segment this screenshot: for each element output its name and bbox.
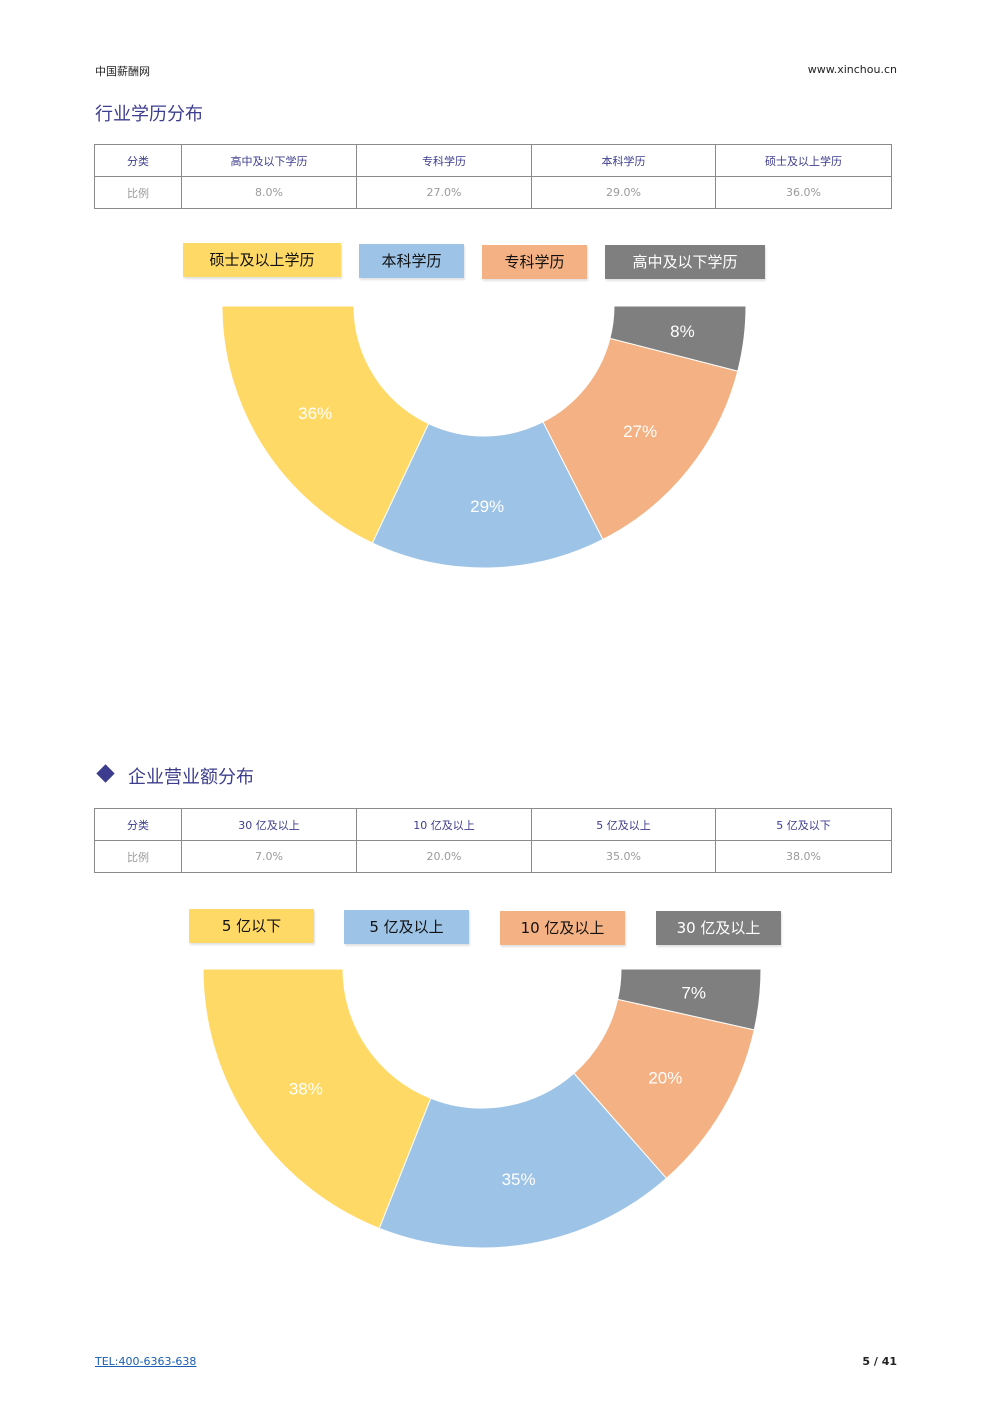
education-half-donut-chart: 36% 29% 27% 8%	[221, 305, 747, 569]
revenue-half-donut-chart: 38% 35% 20% 7%	[202, 968, 762, 1249]
legend-item: 高中及以下学历	[605, 245, 765, 279]
revenue-table: 分类 30 亿及以上 10 亿及以上 5 亿及以上 5 亿及以下 比例 7.0%…	[94, 808, 892, 873]
chart-slice	[202, 968, 432, 1230]
table-row: 比例 8.0% 27.0% 29.0% 36.0%	[94, 176, 892, 209]
table-cell: 7.0%	[181, 840, 357, 873]
table-row-label: 比例	[94, 176, 182, 209]
table-header-cell: 10 亿及以上	[356, 808, 532, 841]
legend-item: 5 亿以下	[189, 909, 314, 943]
chart-slice	[371, 421, 604, 569]
chart-data-label: 35%	[502, 1170, 536, 1189]
legend-item: 10 亿及以上	[500, 911, 625, 945]
section-title-education: 行业学历分布	[95, 104, 203, 125]
page-number: 5 / 41	[862, 1355, 897, 1368]
table-header-row: 分类 高中及以下学历 专科学历 本科学历 硕士及以上学历	[94, 144, 892, 177]
legend-item: 本科学历	[359, 244, 464, 278]
table-header-cell: 高中及以下学历	[181, 144, 357, 177]
legend-item: 5 亿及以上	[344, 910, 469, 944]
table-cell: 38.0%	[715, 840, 892, 873]
chart-slice	[221, 305, 430, 544]
table-header-cell: 30 亿及以上	[181, 808, 357, 841]
chart-slice	[609, 305, 747, 372]
chart-slice	[378, 1072, 668, 1249]
site-name: 中国薪酬网	[95, 65, 150, 78]
legend-item: 30 亿及以上	[656, 911, 781, 945]
chart-data-label: 20%	[648, 1068, 682, 1087]
table-cell: 8.0%	[181, 176, 357, 209]
footer-phone-link[interactable]: TEL:400-6363-638	[95, 1355, 197, 1368]
table-header-cell: 硕士及以上学历	[715, 144, 892, 177]
table-row: 比例 7.0% 20.0% 35.0% 38.0%	[94, 840, 892, 873]
chart-data-label: 36%	[298, 404, 332, 423]
chart-data-label: 27%	[623, 422, 657, 441]
table-row-label: 比例	[94, 840, 182, 873]
site-url[interactable]: www.xinchou.cn	[807, 63, 897, 76]
chart-data-label: 7%	[681, 983, 706, 1002]
chart-data-label: 8%	[670, 322, 695, 341]
legend-item: 专科学历	[482, 245, 587, 279]
education-table: 分类 高中及以下学历 专科学历 本科学历 硕士及以上学历 比例 8.0% 27.…	[94, 144, 892, 209]
table-cell: 36.0%	[715, 176, 892, 209]
table-header-cell: 本科学历	[531, 144, 716, 177]
table-cell: 27.0%	[356, 176, 532, 209]
chart-slice	[542, 337, 739, 541]
table-cell: 35.0%	[531, 840, 716, 873]
table-cell: 20.0%	[356, 840, 532, 873]
section-title-revenue: 企业营业额分布	[128, 767, 254, 788]
table-cell: 29.0%	[531, 176, 716, 209]
chart-data-label: 29%	[470, 497, 504, 516]
chart-data-label: 38%	[289, 1080, 323, 1099]
chart-slice	[617, 968, 762, 1031]
legend-item: 硕士及以上学历	[183, 243, 341, 277]
